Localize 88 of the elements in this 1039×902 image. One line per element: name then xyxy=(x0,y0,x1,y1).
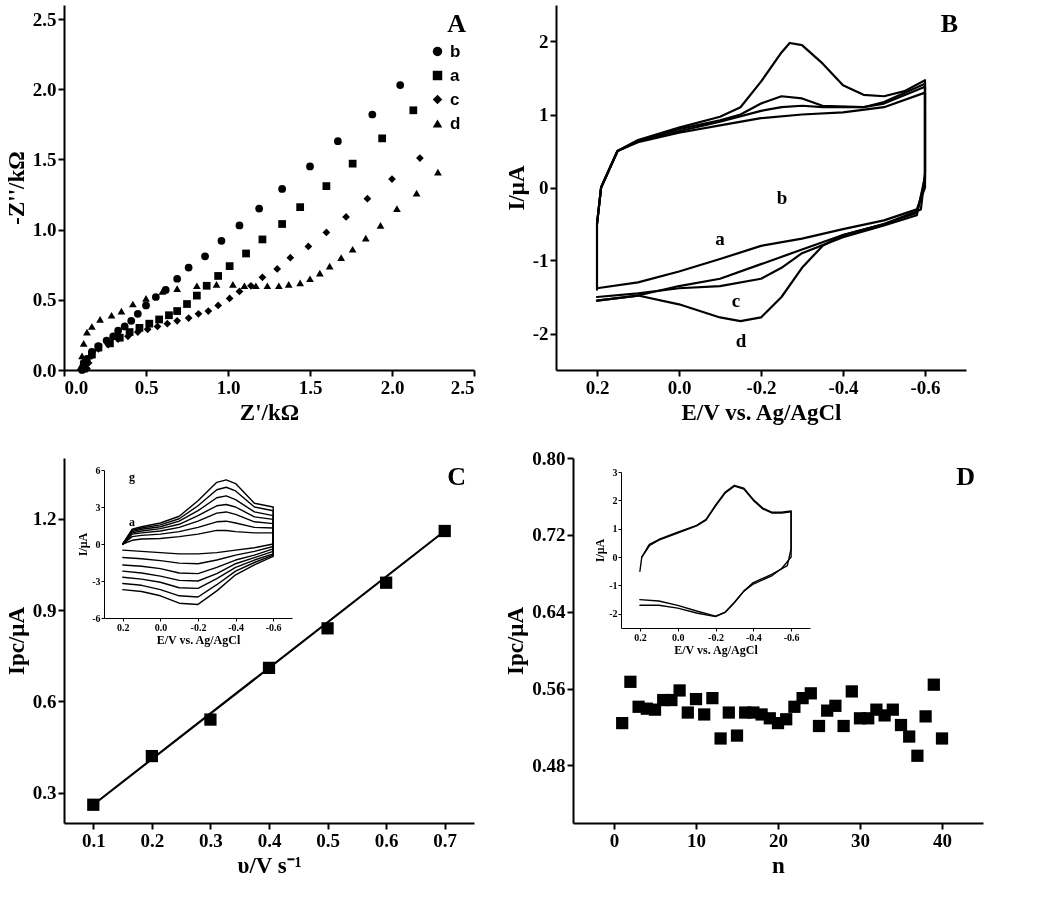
legend-label: b xyxy=(450,41,461,61)
x-tick-label: -0.2 xyxy=(190,621,207,633)
x-tick-label: 0.2 xyxy=(634,631,647,643)
y-tick-label: 0.9 xyxy=(32,599,57,621)
chart-title: B xyxy=(940,9,958,38)
y-tick-label: 2 xyxy=(612,494,618,506)
annotation: a xyxy=(129,515,135,529)
x-tick-label: 1.0 xyxy=(216,376,241,398)
x-tick-label: 0.2 xyxy=(140,829,165,851)
y-tick-label: 0 xyxy=(612,551,618,563)
x-axis-title: E/V vs. Ag/AgCl xyxy=(156,632,241,647)
x-tick-label: -0.2 xyxy=(746,376,777,398)
x-tick-label: -0.2 xyxy=(708,631,724,643)
y-tick-label: 1 xyxy=(539,104,549,125)
y-axis-title: I/μA xyxy=(503,165,529,211)
y-tick-label: 1 xyxy=(612,523,618,535)
x-tick-label: 0.6 xyxy=(374,829,399,851)
x-axis-title: Z'/kΩ xyxy=(239,399,300,425)
y-tick-label: 0 xyxy=(539,177,549,198)
chart-title: C xyxy=(447,462,466,491)
y-axis-title: -Z''/kΩ xyxy=(3,151,29,225)
y-tick-label: 0.0 xyxy=(32,359,57,381)
x-tick-label: 0.4 xyxy=(257,829,282,851)
x-tick-label: 0.3 xyxy=(199,829,223,851)
x-tick-label: 30 xyxy=(851,829,870,851)
x-tick-label: 0.5 xyxy=(316,829,340,851)
annotation: g xyxy=(129,470,135,484)
legend-label: c xyxy=(450,89,460,109)
x-tick-label: 1.5 xyxy=(298,376,323,398)
x-tick-label: 0.0 xyxy=(671,631,685,643)
x-axis-title: n xyxy=(772,852,786,878)
x-tick-label: 2.5 xyxy=(450,376,475,398)
y-tick-label: -2 xyxy=(532,323,549,344)
y-tick-label: 1.2 xyxy=(32,508,57,530)
chart-title: D xyxy=(956,462,975,491)
x-tick-label: -0.6 xyxy=(265,621,282,633)
y-tick-label: 3 xyxy=(95,501,101,513)
x-tick-label: -0.6 xyxy=(783,631,800,643)
y-tick-label: 2 xyxy=(539,31,549,52)
x-tick-label: -0.6 xyxy=(910,376,941,398)
annotation: b xyxy=(776,187,788,208)
x-tick-label: -0.4 xyxy=(228,621,245,633)
annotation: c xyxy=(731,290,741,311)
y-tick-label: 0.3 xyxy=(32,782,57,804)
x-tick-label: 0.2 xyxy=(117,621,130,633)
x-tick-label: 20 xyxy=(769,829,788,851)
x-axis-title: E/V vs. Ag/AgCl xyxy=(674,642,759,657)
y-axis-title: I/μA xyxy=(76,532,91,557)
y-tick-label: -1 xyxy=(532,250,549,271)
y-tick-label: 3 xyxy=(612,466,618,478)
y-tick-label: 0.6 xyxy=(32,690,57,712)
x-tick-label: 40 xyxy=(933,829,952,851)
y-tick-label: -2 xyxy=(609,608,618,620)
y-tick-label: 0.64 xyxy=(532,601,566,623)
y-tick-label: -1 xyxy=(609,579,618,591)
x-tick-label: 0.0 xyxy=(154,621,168,633)
y-tick-label: 0.80 xyxy=(532,447,566,469)
y-tick-label: 0.56 xyxy=(532,678,566,700)
y-tick-label: 0.48 xyxy=(532,754,566,776)
x-tick-label: 0.5 xyxy=(134,376,159,398)
y-tick-label: 0 xyxy=(95,538,101,550)
y-tick-label: 0.5 xyxy=(32,289,57,311)
y-tick-label: 6 xyxy=(95,464,101,476)
x-tick-label: 0.1 xyxy=(81,829,106,851)
x-tick-label: -0.4 xyxy=(828,376,860,398)
chart-title: A xyxy=(447,9,467,38)
x-tick-label: 10 xyxy=(687,829,706,851)
x-axis-title: υ/V s⁻¹ xyxy=(237,852,302,878)
y-tick-label: -3 xyxy=(92,575,101,587)
x-tick-label: -0.4 xyxy=(745,631,762,643)
y-tick-label: -6 xyxy=(92,612,101,624)
y-axis-title: Ipc/μA xyxy=(3,606,29,675)
x-tick-label: 0.0 xyxy=(667,376,692,398)
y-tick-label: 2.5 xyxy=(32,8,57,30)
legend-label: a xyxy=(450,65,460,85)
x-tick-label: 0.7 xyxy=(433,829,458,851)
annotation: d xyxy=(735,330,747,351)
annotation: a xyxy=(715,228,726,249)
y-axis-title: Ipc/μA xyxy=(503,606,529,675)
y-tick-label: 2.0 xyxy=(32,78,57,100)
legend-label: d xyxy=(450,113,461,133)
x-tick-label: 2.0 xyxy=(380,376,405,398)
y-axis-title: I/μA xyxy=(593,538,608,563)
x-axis-title: E/V vs. Ag/AgCl xyxy=(681,399,842,425)
y-tick-label: 0.72 xyxy=(532,524,566,546)
y-tick-label: 1.5 xyxy=(32,148,57,170)
x-tick-label: 0.2 xyxy=(585,376,610,398)
y-tick-label: 1.0 xyxy=(32,219,57,241)
